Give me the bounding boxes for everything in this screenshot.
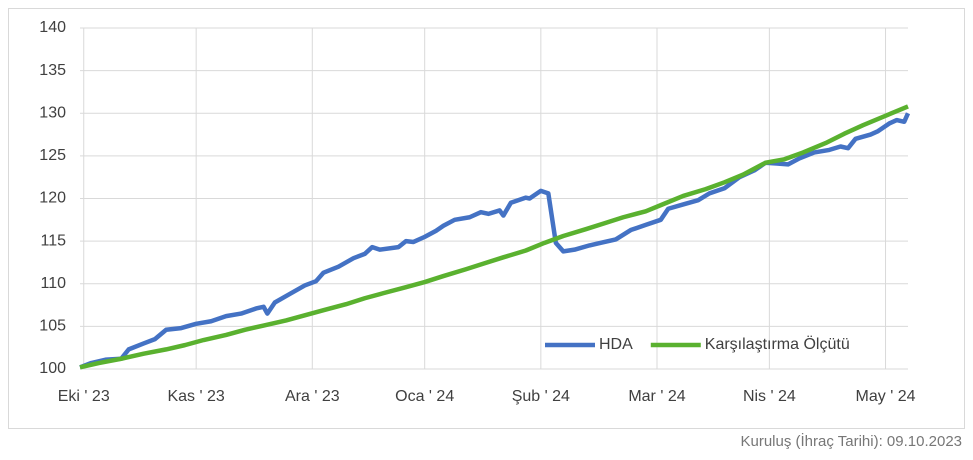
y-tick-label: 105 bbox=[39, 318, 66, 335]
legend-label: HDA bbox=[599, 336, 633, 353]
x-tick-label: Oca ' 24 bbox=[395, 388, 454, 405]
x-tick-label: Eki ' 23 bbox=[58, 388, 110, 405]
line bbox=[79, 104, 909, 370]
y-tick-label: 115 bbox=[40, 232, 66, 249]
y-tick-label: 130 bbox=[39, 104, 66, 121]
x-tick-label: Şub ' 24 bbox=[512, 388, 570, 405]
x-tick-label: Ara ' 23 bbox=[285, 388, 340, 405]
legend-label: Karşılaştırma Ölçütü bbox=[705, 335, 850, 353]
x-tick-label: May ' 24 bbox=[856, 388, 916, 405]
y-tick-label: 140 bbox=[39, 19, 66, 36]
y-tick-label: 110 bbox=[40, 275, 66, 292]
line bbox=[79, 112, 911, 370]
y-tick-label: 120 bbox=[39, 190, 66, 207]
footnote: Kuruluş (İhraç Tarihi): 09.10.2023 bbox=[740, 432, 962, 450]
x-tick-label: Nis ' 24 bbox=[743, 388, 796, 405]
y-tick-label: 100 bbox=[39, 360, 66, 377]
x-tick-label: Kas ' 23 bbox=[167, 388, 224, 405]
chart-border bbox=[8, 8, 965, 429]
x-tick-label: Mar ' 24 bbox=[628, 388, 685, 405]
y-tick-label: 135 bbox=[39, 62, 66, 79]
y-tick-label: 125 bbox=[39, 147, 66, 164]
